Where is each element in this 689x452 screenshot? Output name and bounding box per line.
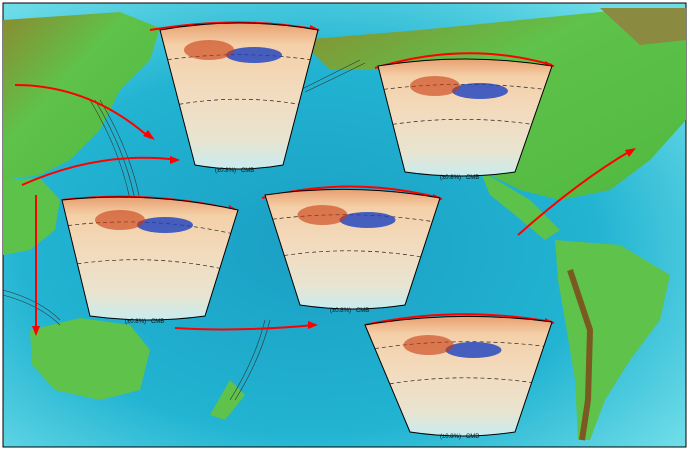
cross-section-1 (159, 22, 319, 170)
slow-anomaly (410, 76, 460, 96)
section-2-label: (±0.8%) CMB (440, 175, 480, 181)
arrow-tonga (174, 324, 316, 331)
andes-ridge (567, 269, 594, 441)
arrow-s5 (364, 313, 553, 326)
depth-contour (284, 250, 421, 258)
central-america-landmass (480, 170, 560, 240)
fast-anomaly (226, 47, 282, 63)
arrow-philippines (21, 156, 179, 186)
southeast-asia-landmass (3, 178, 60, 255)
arrow-s2 (374, 52, 553, 69)
depth-contour (179, 98, 299, 105)
arrow-caribbean (517, 149, 633, 236)
section-5-label: (±0.8%) CMB (440, 434, 480, 440)
south-america-landmass (555, 240, 670, 440)
fast-anomaly (339, 212, 396, 228)
section-1-label: (±0.8%) CMB (215, 168, 255, 174)
slow-anomaly (95, 210, 145, 230)
slow-anomaly (403, 335, 454, 355)
slow-anomaly (184, 40, 234, 60)
greenland-landmass (600, 8, 686, 45)
section-3-label: (±0.8%) CMB (125, 319, 165, 325)
australia-landmass (30, 318, 150, 400)
fast-anomaly (452, 83, 508, 99)
depth-contour (383, 83, 544, 90)
fast-anomaly (445, 342, 502, 358)
fast-anomaly (137, 217, 193, 233)
depth-contour (389, 377, 532, 385)
section-4-label: (±0.8%) CMB (330, 308, 370, 314)
slow-anomaly (297, 205, 348, 225)
depth-contour (374, 341, 544, 349)
arrow-japan (14, 84, 151, 139)
depth-contour (77, 259, 220, 269)
depth-contour (392, 118, 532, 125)
